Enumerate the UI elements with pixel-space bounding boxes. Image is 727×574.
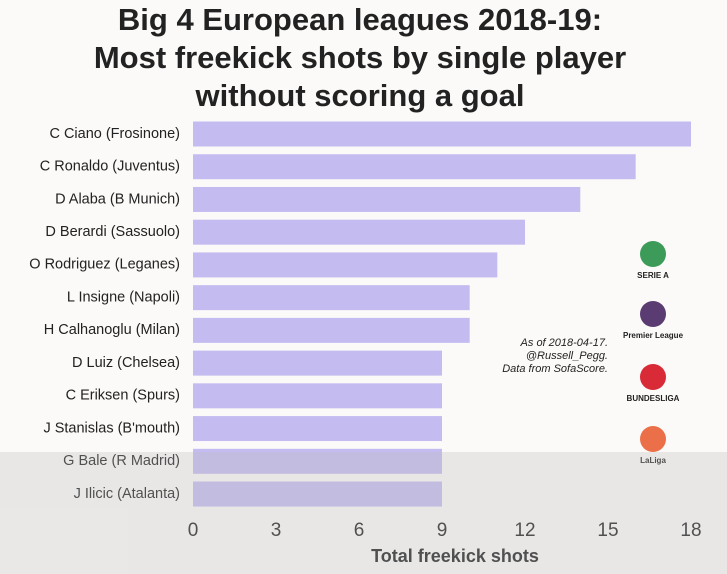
- bar: [193, 448, 442, 474]
- annotation: @Russell_Pegg.: [526, 350, 608, 362]
- bar: [193, 219, 525, 245]
- x-tick-label: 0: [188, 520, 199, 541]
- chart-title: Most freekick shots by single player: [94, 40, 626, 75]
- logo-icon: [640, 241, 666, 267]
- x-tick-label: 18: [680, 520, 701, 541]
- x-axis-label: Total freekick shots: [371, 546, 539, 566]
- y-tick-label: J Ilicic (Atalanta): [74, 486, 180, 502]
- logo-icon: [640, 426, 666, 452]
- bar: [193, 154, 636, 180]
- overlay: [0, 452, 727, 574]
- bar: [193, 285, 470, 311]
- chart-title: Big 4 European leagues 2018-19:: [118, 2, 602, 37]
- bar: [193, 481, 442, 507]
- y-tick-label: O Rodriguez (Leganes): [29, 257, 180, 273]
- bar: [193, 350, 442, 376]
- y-tick-label: L Insigne (Napoli): [67, 289, 180, 305]
- y-tick-label: D Alaba (B Munich): [55, 191, 180, 207]
- y-tick-label: D Luiz (Chelsea): [72, 355, 180, 371]
- x-tick-label: 6: [354, 520, 365, 541]
- logo-text: Premier League: [623, 331, 684, 340]
- y-tick-label: H Calhanoglu (Milan): [44, 322, 180, 338]
- logo-text: SERIE A: [637, 271, 669, 280]
- bar: [193, 317, 470, 343]
- y-tick-label: C Eriksen (Spurs): [66, 388, 180, 404]
- y-tick-label: G Bale (R Madrid): [63, 453, 180, 469]
- annotation: Data from SofaScore.: [502, 363, 608, 375]
- bar: [193, 416, 442, 442]
- logo-icon: [640, 301, 666, 327]
- x-tick-label: 9: [437, 520, 448, 541]
- x-tick-label: 12: [514, 520, 535, 541]
- annotation: As of 2018-04-17.: [520, 337, 608, 349]
- bar: [193, 383, 442, 409]
- bar: [193, 252, 498, 278]
- bar: [193, 121, 691, 147]
- bar: [193, 186, 581, 212]
- logo-text: LaLiga: [640, 456, 666, 465]
- x-tick-label: 3: [271, 520, 282, 541]
- y-tick-label: C Ciano (Frosinone): [49, 126, 180, 142]
- y-tick-label: D Berardi (Sassuolo): [45, 224, 180, 240]
- y-tick-label: C Ronaldo (Juventus): [40, 159, 180, 175]
- x-tick-label: 15: [597, 520, 618, 541]
- chart-title: without scoring a goal: [195, 78, 525, 113]
- logo-text: BUNDESLIGA: [627, 394, 680, 403]
- y-tick-label: J Stanislas (B'mouth): [43, 420, 180, 436]
- logo-icon: [640, 364, 666, 390]
